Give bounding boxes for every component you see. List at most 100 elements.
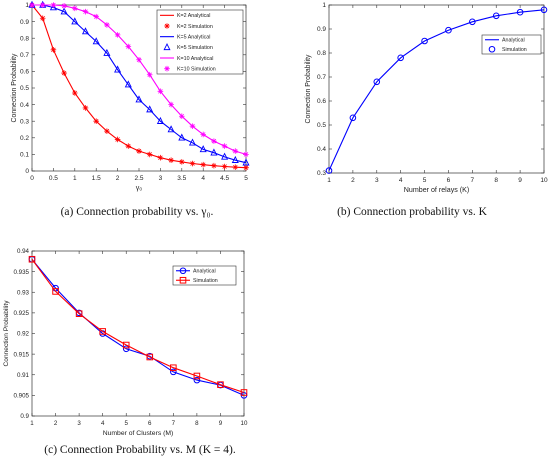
data-point: [179, 159, 185, 165]
legend-label: K=2 Simulation: [177, 24, 213, 30]
data-point: [146, 151, 153, 158]
caption-a: (a) Connection probability vs. γ₀.: [60, 206, 214, 218]
data-point: [39, 2, 46, 8]
data-point: [81, 27, 90, 35]
data-point: [170, 368, 177, 376]
data-point: [82, 105, 89, 111]
data-point: [349, 114, 357, 122]
y-tick-label: 0: [25, 168, 29, 175]
data-point: [28, 255, 36, 263]
data-point: [492, 12, 500, 20]
y-tick-label: 0.4: [20, 102, 29, 109]
data-point: [136, 148, 142, 154]
y-tick-label: 0.925: [14, 310, 30, 317]
x-tick-label: 2: [351, 177, 355, 184]
data-point: [93, 13, 99, 20]
legend-item: Simulation: [176, 276, 218, 284]
data-point: [50, 2, 57, 8]
data-point: [103, 48, 111, 56]
data-point: [156, 116, 164, 124]
y-tick-label: 0.92: [17, 331, 30, 338]
data-point: [122, 341, 130, 349]
data-point: [157, 88, 164, 95]
series-line: [31, 258, 245, 396]
legend-marker: [179, 276, 187, 284]
x-tick-label: 7: [471, 177, 475, 184]
y-tick-label: 1: [322, 2, 326, 9]
data-point: [221, 143, 228, 149]
y-tick-label: 0.915: [14, 351, 30, 358]
y-tick-label: 0.93: [17, 289, 30, 296]
x-tick-label: 9: [518, 177, 522, 184]
data-point: [179, 113, 185, 120]
data-point: [99, 328, 106, 335]
data-point: [52, 288, 59, 295]
data-point: [170, 364, 177, 372]
data-point: [135, 95, 143, 103]
y-tick-label: 0.905: [14, 393, 30, 400]
series-line: [32, 4, 247, 164]
y-tick-label: 0.9: [317, 26, 326, 33]
data-point: [104, 128, 110, 134]
data-point: [125, 143, 132, 149]
data-point: [243, 151, 249, 158]
data-point: [125, 43, 132, 50]
legend-label: Analytical: [502, 38, 525, 44]
data-point: [221, 163, 228, 170]
y-tick-label: 0.9: [20, 19, 29, 26]
y-tick-label: 0.935: [14, 269, 30, 276]
legend-label: Simulation: [502, 47, 527, 53]
y-tick-label: 0.94: [17, 248, 30, 255]
caption-b: (b) Connection probability vs. K: [337, 206, 487, 218]
data-point: [217, 381, 224, 388]
data-point: [189, 160, 196, 167]
y-tick-label: 0.6: [20, 69, 29, 76]
data-point: [325, 167, 333, 174]
data-point: [146, 105, 154, 113]
y-tick-label: 0.4: [317, 146, 326, 153]
data-point: [124, 80, 132, 88]
series-0: [328, 9, 545, 171]
legend-label: K=2 Analytical: [177, 13, 210, 19]
series-1: [325, 6, 548, 174]
data-point: [71, 17, 79, 25]
legend-marker: [488, 45, 496, 53]
x-tick-label: 4: [101, 420, 105, 427]
legend-marker: [164, 23, 170, 29]
x-tick-label: 5: [124, 420, 128, 427]
data-point: [243, 164, 249, 171]
x-tick-label: 3: [159, 175, 163, 182]
data-point: [540, 6, 548, 14]
data-point: [114, 136, 121, 143]
data-point: [516, 8, 524, 16]
series-1: [28, 255, 248, 396]
data-point: [232, 164, 239, 170]
legend-item: K=5 Analytical: [160, 35, 210, 41]
data-point: [29, 2, 35, 8]
x-tick-label: 0: [30, 175, 34, 182]
data-point: [93, 118, 99, 124]
data-point: [72, 5, 78, 12]
x-tick-label: 1: [327, 177, 331, 184]
legend: Analytical Simulation: [481, 34, 542, 55]
data-point: [240, 389, 248, 396]
x-tick-label: 10: [241, 420, 248, 427]
data-point: [92, 37, 100, 45]
data-point: [61, 3, 67, 9]
chart-c: 1 2 3 4 5 6 7 8 9 10 0.9 0.905 0.91 0.915 0.92 0.925 0.9…: [3, 248, 248, 437]
x-tick-label: 2.5: [134, 175, 143, 182]
y-tick-label: 0.3: [317, 170, 326, 177]
x-tick-label: 6: [447, 177, 451, 184]
data-point: [61, 70, 67, 76]
data-point: [146, 71, 153, 78]
x-tick-label: 3.5: [177, 175, 186, 182]
legend-label: Simulation: [193, 278, 218, 284]
data-point: [421, 37, 428, 45]
y-tick-label: 0.3: [20, 118, 29, 125]
x-tick-label: 8: [195, 420, 199, 427]
data-point: [146, 353, 154, 361]
y-tick-label: 0.8: [20, 35, 29, 42]
x-tick-label: 6: [148, 420, 152, 427]
series-5: [29, 2, 249, 158]
